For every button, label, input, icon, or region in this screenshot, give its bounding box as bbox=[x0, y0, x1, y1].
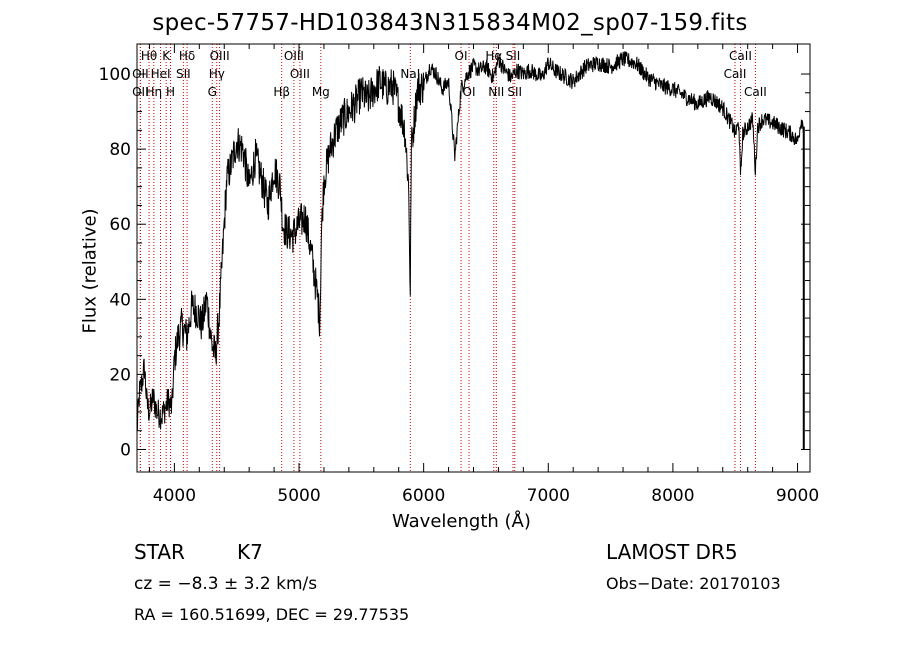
survey-name: LAMOST DR5 bbox=[606, 540, 738, 564]
spectrum-series bbox=[136, 51, 805, 450]
line-label: G bbox=[208, 85, 217, 99]
observation-date: Obs−Date: 20170103 bbox=[606, 574, 781, 593]
y-axis-label: Flux (relative) bbox=[79, 208, 101, 334]
line-label: OIII bbox=[210, 49, 230, 63]
line-label: OIII bbox=[284, 49, 304, 63]
line-label: OII bbox=[132, 85, 149, 99]
x-axis: 4000 5000 6000 7000 8000 9000 bbox=[148, 44, 819, 506]
line-label: K bbox=[162, 49, 171, 63]
x-axis-label: Wavelength (Å) bbox=[392, 511, 531, 532]
x-tick-label: 6000 bbox=[402, 486, 445, 506]
line-label: H bbox=[166, 85, 175, 99]
x-tick-label: 8000 bbox=[651, 486, 694, 506]
y-tick-label: 60 bbox=[109, 215, 131, 235]
spectrum-line bbox=[136, 51, 805, 431]
line-label: SII bbox=[506, 49, 521, 63]
line-label: Hγ bbox=[209, 67, 225, 81]
y-tick-label: 40 bbox=[109, 290, 131, 310]
line-label: OIII bbox=[290, 67, 310, 81]
y-tick-label: 80 bbox=[109, 140, 131, 160]
line-label: CaII bbox=[744, 85, 767, 99]
ra-dec-coordinates: RA = 160.51699, DEC = 29.77535 bbox=[134, 605, 410, 624]
line-label: Mg bbox=[312, 85, 330, 99]
line-label: CaII bbox=[724, 67, 747, 81]
y-tick-label: 20 bbox=[109, 365, 131, 385]
line-label: Hθ bbox=[141, 49, 157, 63]
line-label: Hδ bbox=[179, 49, 195, 63]
line-label: OI bbox=[455, 49, 468, 63]
spectral-subclass: K7 bbox=[237, 540, 263, 564]
line-label: HeI bbox=[151, 67, 171, 81]
chart-title: spec-57757-HD103843N315834M02_sp07-159.f… bbox=[152, 10, 748, 36]
y-tick-label: 100 bbox=[99, 65, 131, 85]
line-label: OI bbox=[463, 85, 476, 99]
x-tick-label: 5000 bbox=[277, 486, 320, 506]
y-axis: 0 20 40 60 80 100 bbox=[99, 65, 810, 460]
x-tick-label: 4000 bbox=[153, 486, 196, 506]
x-tick-label: 7000 bbox=[527, 486, 570, 506]
line-label: SII bbox=[176, 67, 191, 81]
x-tick-label: 9000 bbox=[776, 486, 819, 506]
y-tick-label: 0 bbox=[120, 440, 131, 460]
line-label: Hη bbox=[146, 85, 163, 99]
line-label: OII bbox=[132, 67, 149, 81]
line-label: CaII bbox=[729, 49, 752, 63]
line-label: NII bbox=[488, 85, 504, 99]
redshift-velocity: cz = −8.3 ± 3.2 km/s bbox=[134, 574, 318, 594]
line-label: NaI bbox=[400, 67, 420, 81]
line-label: Hα bbox=[485, 49, 502, 63]
object-type: STAR bbox=[134, 540, 185, 564]
line-label: SII bbox=[507, 85, 522, 99]
plot-frame bbox=[136, 43, 811, 473]
line-label: Hβ bbox=[273, 85, 290, 99]
emission-line-markers bbox=[139, 44, 756, 472]
